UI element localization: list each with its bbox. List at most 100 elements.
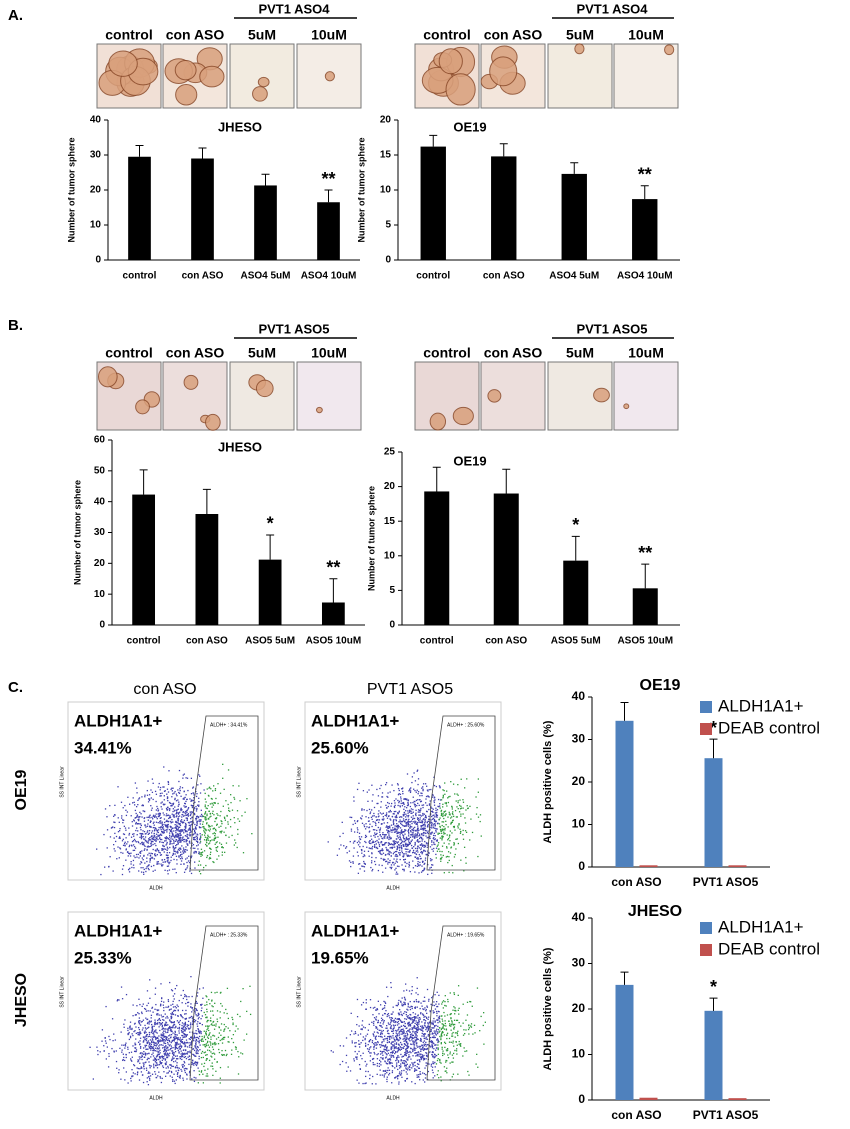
- flow-dot: [173, 1060, 175, 1063]
- flow-dot: [417, 802, 419, 805]
- flow-dot: [154, 1036, 156, 1038]
- flow-dot: [223, 1054, 225, 1056]
- flow-dot: [425, 835, 427, 837]
- flow-dot: [401, 832, 403, 834]
- flow-dot: [356, 1016, 359, 1018]
- flow-dot: [366, 791, 368, 793]
- flow-dot: [332, 1051, 334, 1053]
- flow-dot: [400, 846, 403, 849]
- flow-dot: [365, 1082, 367, 1084]
- flow-dot: [174, 827, 176, 829]
- flow-dot: [125, 1054, 127, 1056]
- flow-dot: [160, 826, 162, 828]
- flow-dot: [193, 1020, 195, 1023]
- flow-dot: [207, 1075, 209, 1077]
- flow-dot: [153, 1057, 156, 1059]
- flow-dot: [139, 1052, 141, 1055]
- flow-dot: [393, 1045, 395, 1047]
- flow-dot: [216, 1061, 218, 1063]
- flow-dot: [476, 806, 478, 809]
- flow-dot: [149, 1077, 151, 1080]
- flow-dot: [163, 790, 166, 792]
- flow-dot: [175, 1025, 177, 1028]
- flow-dot: [195, 1008, 198, 1010]
- flow-dot: [157, 813, 159, 815]
- flow-dot: [387, 1052, 390, 1054]
- flow-dot: [159, 834, 161, 836]
- flow-dot: [126, 851, 129, 853]
- flow-dot: [142, 1041, 144, 1043]
- flow-dot: [424, 845, 426, 848]
- flow-dot: [441, 1027, 443, 1030]
- flow-dot: [175, 831, 177, 834]
- flow-dot: [409, 1006, 411, 1008]
- flow-dot: [424, 824, 426, 826]
- flow-dot: [153, 1049, 155, 1051]
- flow-dot: [176, 811, 178, 814]
- flow-dot: [178, 849, 181, 851]
- flow-dot: [205, 829, 207, 832]
- flow-dot: [358, 840, 360, 842]
- flow-dot: [169, 1049, 171, 1051]
- flow-dot: [435, 785, 438, 788]
- flow-dot: [149, 1072, 151, 1074]
- flow-dot: [394, 1017, 397, 1020]
- flow-dot: [400, 796, 402, 798]
- flow-dot: [137, 1026, 140, 1029]
- flow-dot: [176, 835, 178, 837]
- flow-marker: ALDH1A1+: [311, 711, 399, 730]
- flow-dot: [367, 817, 370, 819]
- flow-dot: [417, 831, 419, 833]
- flow-dot: [178, 834, 180, 837]
- flow-dot: [206, 1036, 209, 1038]
- flow-percent: 25.33%: [74, 948, 132, 967]
- flow-dot: [147, 845, 149, 847]
- flow-dot: [449, 1053, 451, 1055]
- flow-dot: [457, 808, 459, 810]
- flow-dot: [151, 830, 154, 832]
- flow-dot: [415, 814, 417, 817]
- flow-dot: [430, 788, 432, 791]
- flow-dot: [161, 1034, 164, 1036]
- flow-dot: [198, 805, 200, 807]
- flow-dot: [186, 798, 188, 801]
- flow-dot: [148, 832, 150, 835]
- flow-dot: [472, 1033, 474, 1035]
- flow-dot: [186, 843, 189, 845]
- flow-dot: [195, 1064, 198, 1067]
- flow-dot: [221, 1042, 224, 1044]
- flow-dot: [210, 1042, 212, 1044]
- flow-dot: [392, 1051, 394, 1053]
- flow-dot: [171, 1021, 173, 1024]
- flow-dot: [177, 1037, 179, 1040]
- flow-dot: [416, 770, 418, 772]
- flow-dot: [420, 851, 422, 854]
- flow-dot: [137, 840, 139, 843]
- flow-dot: [210, 1055, 212, 1057]
- flow-dot: [416, 804, 418, 807]
- flow-dot: [427, 1035, 429, 1037]
- flow-dot: [161, 848, 164, 850]
- flow-dot: [156, 862, 158, 865]
- flow-dot: [124, 1059, 126, 1062]
- flow-dot: [167, 820, 169, 823]
- flow-dot: [185, 777, 187, 779]
- flow-dot: [372, 821, 374, 823]
- flow-dot: [159, 838, 162, 841]
- flow-dot: [177, 833, 179, 835]
- flow-dot: [199, 835, 202, 837]
- flow-dot: [164, 1052, 167, 1054]
- flow-dot: [382, 838, 384, 840]
- flow-dot: [396, 861, 399, 863]
- flow-dot: [243, 1039, 245, 1041]
- flow-dot: [390, 805, 392, 807]
- flow-dot: [189, 814, 191, 817]
- flow-dot: [135, 821, 137, 824]
- flow-dot: [236, 846, 238, 849]
- flow-dot: [417, 1067, 420, 1069]
- flow-dot: [167, 859, 169, 861]
- flow-dot: [371, 841, 374, 844]
- flow-dot: [156, 829, 159, 832]
- flow-dot: [188, 1058, 190, 1061]
- flow-dot: [186, 1026, 188, 1028]
